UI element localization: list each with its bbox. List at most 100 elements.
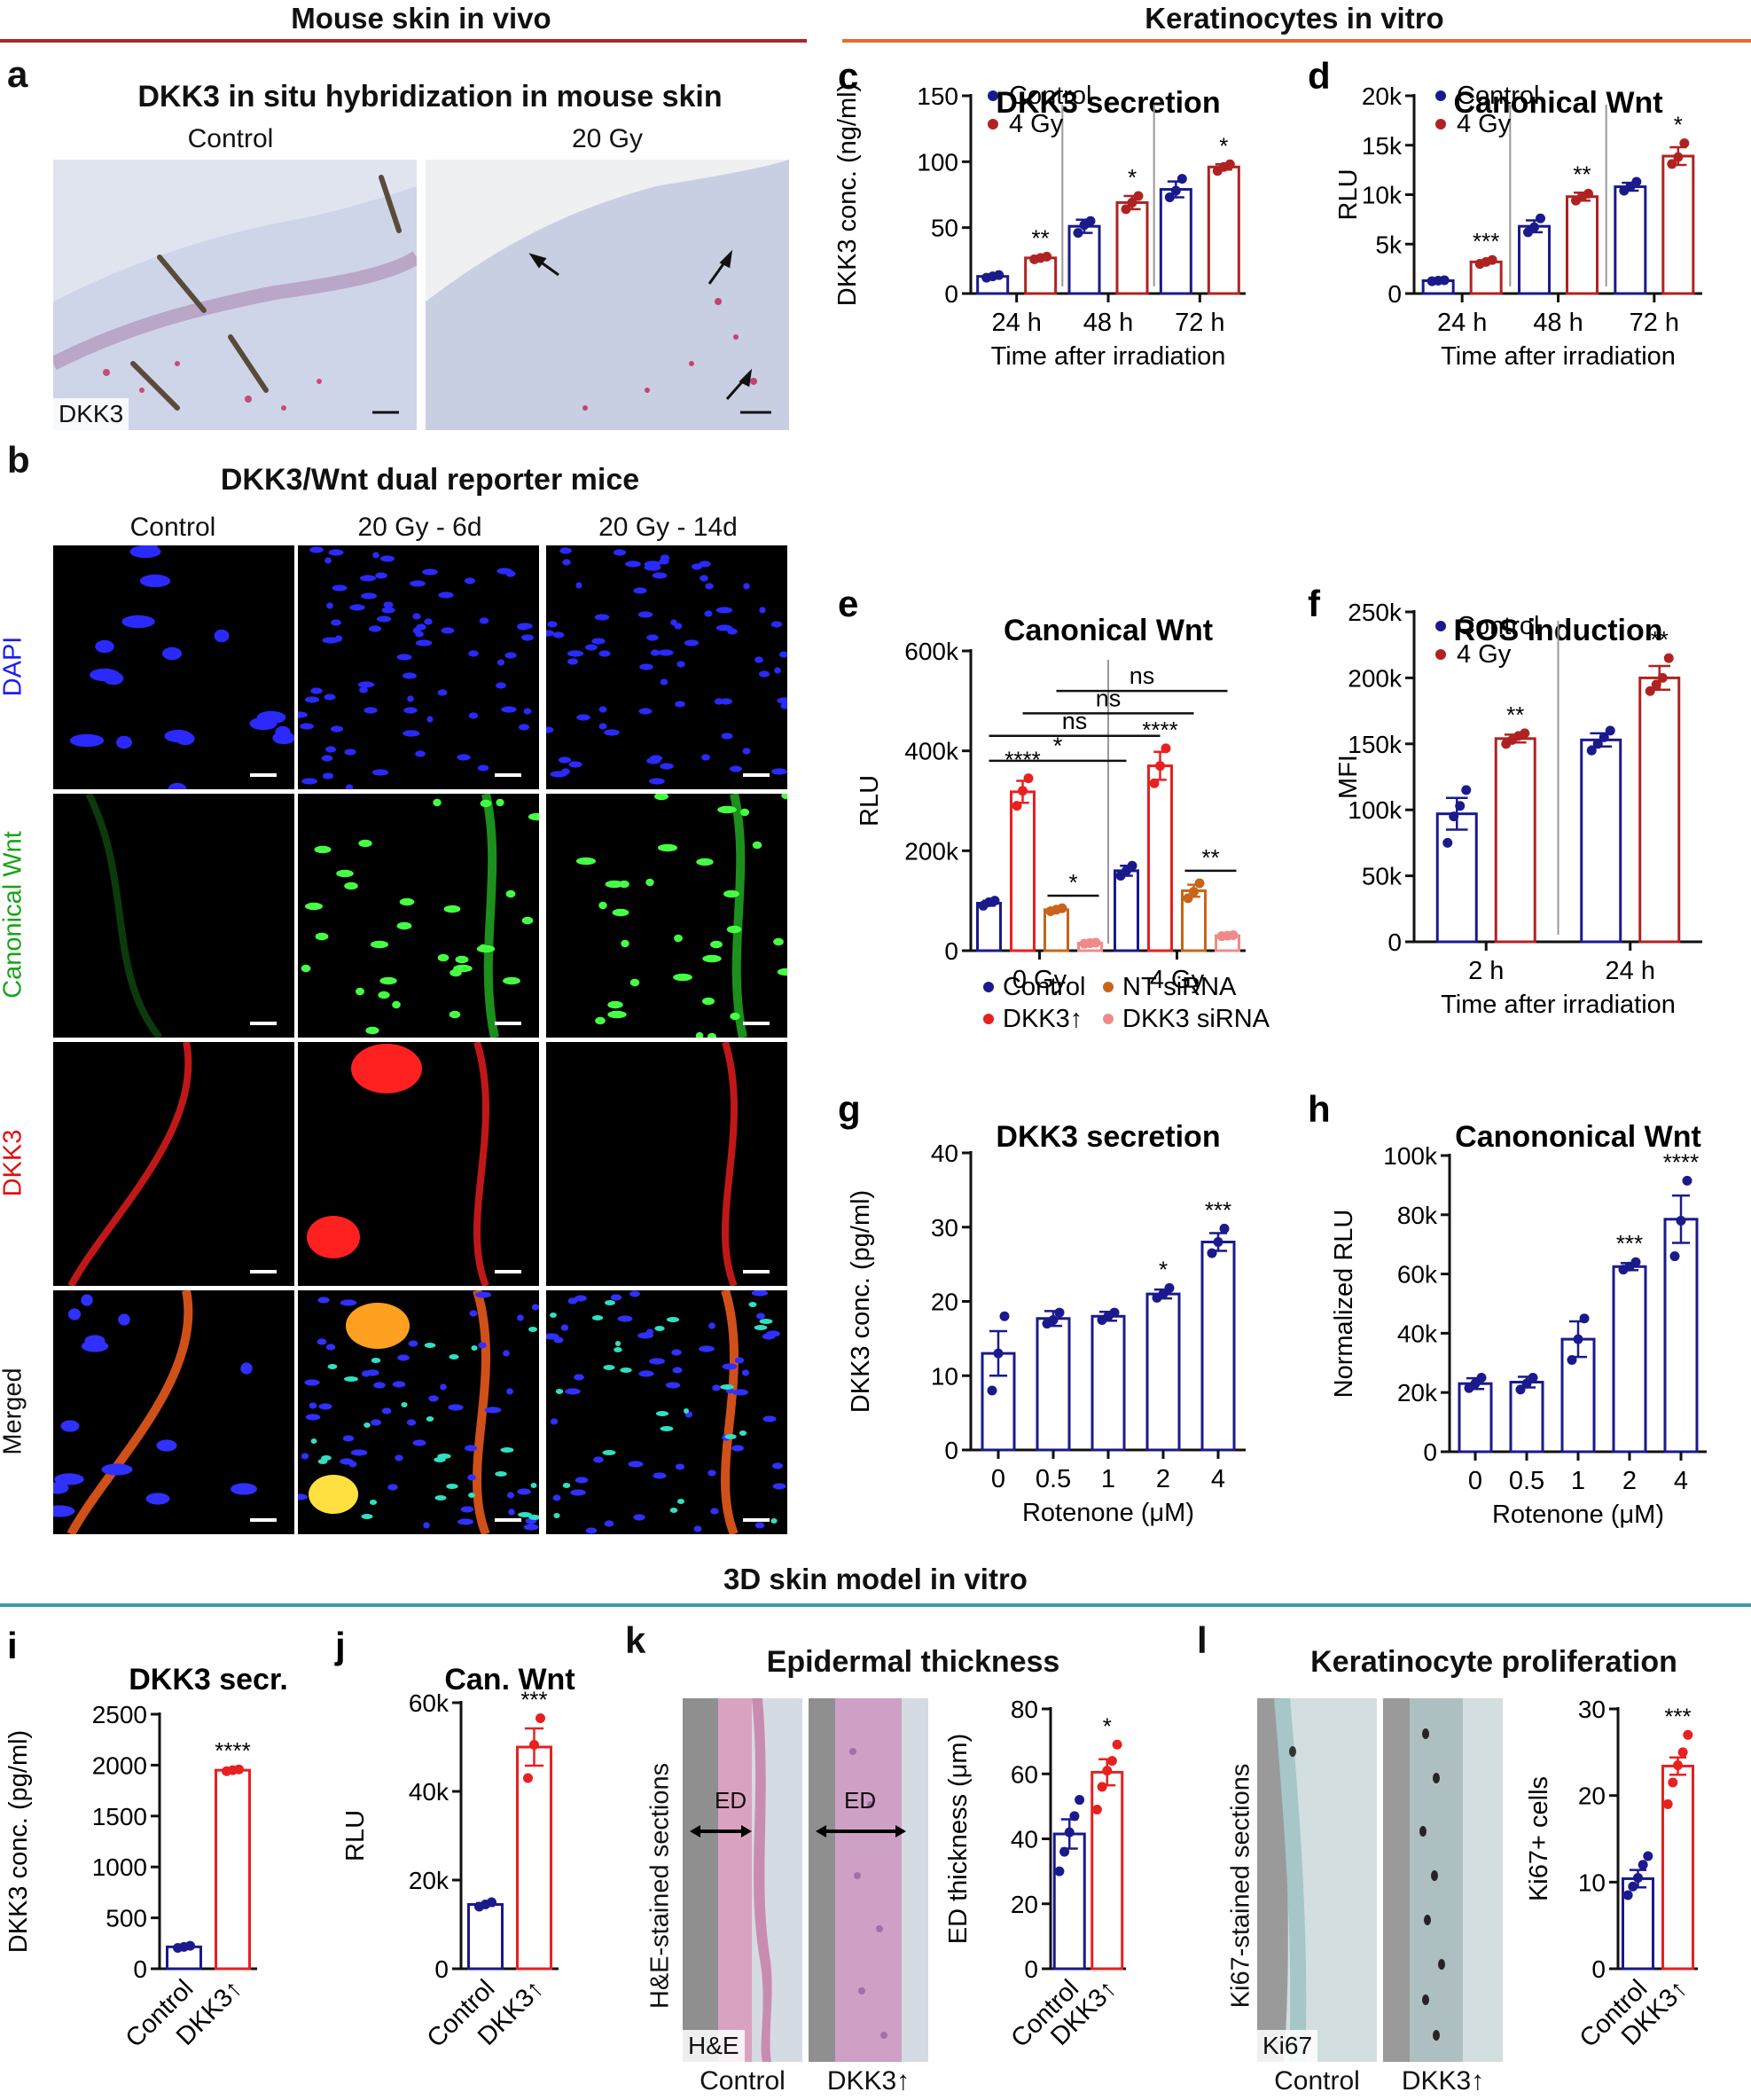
data-point-f bbox=[1592, 739, 1603, 749]
data-point-e bbox=[1183, 893, 1193, 904]
comparison-label: ns bbox=[1130, 662, 1155, 689]
panel-label-l: l bbox=[1197, 1619, 1208, 1661]
bar-e bbox=[1114, 869, 1139, 952]
y-tick-label-j: 40k bbox=[409, 1778, 449, 1806]
data-point-e bbox=[1018, 786, 1028, 796]
x-tick-label-d: 24 h bbox=[1437, 309, 1487, 337]
panel-b-col-1: 20 Gy - 6d bbox=[357, 513, 482, 542]
bar-d bbox=[1566, 195, 1599, 295]
bar-e bbox=[976, 901, 1002, 952]
y-tick-label-j: 60k bbox=[409, 1689, 449, 1717]
fluor-image-r1-c0 bbox=[53, 794, 294, 1038]
sig-dkk3-e: **** bbox=[1142, 717, 1177, 743]
data-point-c bbox=[1176, 174, 1187, 184]
legend-label-e: DKK3↑ bbox=[1003, 1005, 1083, 1033]
data-point-e bbox=[1228, 930, 1239, 941]
comparison-label: ns bbox=[1096, 685, 1122, 711]
sig-i: **** bbox=[215, 1737, 250, 1764]
data-point-h bbox=[1476, 1373, 1487, 1383]
y-tick-label-d: 0 bbox=[1388, 280, 1402, 308]
y-tick-label-i: 2500 bbox=[92, 1701, 147, 1728]
header-keratinocytes: Keratinocytes in vitro bbox=[1145, 2, 1444, 35]
sig-c: * bbox=[1128, 164, 1137, 191]
y-axis-label-c: DKK3 conc. (ng/ml) bbox=[833, 83, 862, 306]
x-tick-label-g: 1 bbox=[1101, 1465, 1115, 1493]
y-tick-label-j: 20k bbox=[409, 1867, 449, 1894]
bar-i bbox=[215, 1768, 251, 1971]
bar-d bbox=[1661, 154, 1695, 295]
sig-j: *** bbox=[520, 1687, 547, 1713]
x-tick-label-g: 0 bbox=[991, 1465, 1005, 1493]
data-point-f bbox=[1520, 728, 1530, 739]
sig-sirna: ** bbox=[1201, 844, 1219, 871]
x-tick-label-c: 48 h bbox=[1083, 309, 1133, 337]
fluor-row-label-1: Canonical Wnt bbox=[0, 830, 27, 999]
panel-b-col-0: Control bbox=[129, 513, 216, 542]
data-point-d bbox=[1536, 213, 1545, 223]
data-point-h bbox=[1470, 1378, 1481, 1389]
y-tick-label-k2: 80 bbox=[1011, 1696, 1038, 1723]
bar-j bbox=[516, 1745, 552, 1971]
data-point-g bbox=[1054, 1307, 1065, 1318]
y-tick-label-d: 5k bbox=[1375, 231, 1403, 258]
chart-title-h: Canononical Wnt bbox=[1455, 1120, 1701, 1154]
data-point-l2 bbox=[1643, 1851, 1653, 1861]
bar-f bbox=[1638, 676, 1681, 944]
panel-label-i: i bbox=[7, 1625, 18, 1666]
sig-h: **** bbox=[1663, 1148, 1699, 1175]
panel-label-a: a bbox=[7, 53, 28, 95]
fluor-row-label-2: DKK3 bbox=[0, 1129, 27, 1196]
fluor-image-r3-c0 bbox=[53, 1290, 294, 1534]
data-point-e bbox=[1127, 860, 1137, 871]
data-point-k2 bbox=[1102, 1766, 1113, 1776]
panel-a-col-control: Control bbox=[187, 124, 274, 153]
data-point-e bbox=[1149, 778, 1160, 788]
data-point-d bbox=[1583, 188, 1593, 199]
sig-g: *** bbox=[1205, 1196, 1231, 1223]
panel-l-col-control: Control bbox=[1274, 2066, 1360, 2096]
x-tick-label-f: 2 h bbox=[1468, 957, 1504, 985]
data-point-k2 bbox=[1059, 1846, 1070, 1857]
x-tick-label-e: 4 Gy bbox=[1150, 966, 1205, 994]
data-point-c bbox=[1164, 192, 1175, 202]
bar-g bbox=[1036, 1317, 1071, 1452]
header-rule-kera bbox=[842, 39, 1751, 43]
data-point-e bbox=[1090, 937, 1101, 948]
y-tick-label-e: 200k bbox=[904, 837, 959, 865]
ish-image-control: DKK3 bbox=[53, 160, 417, 430]
ki67-image-dkk3 bbox=[1383, 1698, 1503, 2062]
data-point-c bbox=[1127, 197, 1137, 208]
y-axis-label-d: RLU bbox=[1334, 168, 1363, 220]
ish-tag: DKK3 bbox=[53, 398, 129, 430]
data-point-f bbox=[1449, 811, 1459, 822]
data-point-h bbox=[1682, 1175, 1692, 1186]
ish-image-irradiated bbox=[426, 160, 789, 430]
y-tick-label-h: 100k bbox=[1383, 1142, 1438, 1170]
bar-d bbox=[1614, 185, 1647, 295]
y-axis-label-i: DKK3 conc. (pg/ml) bbox=[4, 1730, 33, 1953]
data-point-h bbox=[1567, 1354, 1577, 1365]
panel-k-title: Epidermal thickness bbox=[766, 1645, 1060, 1679]
fluor-image-r2-c1 bbox=[298, 1042, 539, 1286]
sig-f: ** bbox=[1506, 701, 1524, 728]
data-point-k2 bbox=[1112, 1739, 1122, 1750]
fluor-image-r3-c2 bbox=[546, 1290, 787, 1534]
x-tick-label-h: 2 bbox=[1622, 1467, 1637, 1495]
panel-label-d: d bbox=[1308, 55, 1331, 97]
x-tick-label-g: 2 bbox=[1156, 1465, 1170, 1493]
bar-g bbox=[1090, 1314, 1126, 1452]
legend-label-d: 4 Gy bbox=[1457, 110, 1512, 138]
y-tick-label-h: 40k bbox=[1397, 1320, 1438, 1347]
bar-k2 bbox=[1052, 1832, 1086, 1971]
bar-c bbox=[1115, 200, 1149, 295]
y-tick-label-e: 0 bbox=[944, 937, 958, 965]
data-point-e bbox=[1194, 878, 1205, 889]
data-point-i bbox=[185, 1940, 195, 1951]
data-point-g bbox=[1048, 1314, 1059, 1325]
data-point-c bbox=[1170, 185, 1181, 196]
header-rule-3d bbox=[0, 1603, 1751, 1607]
data-point-f bbox=[1663, 653, 1674, 663]
